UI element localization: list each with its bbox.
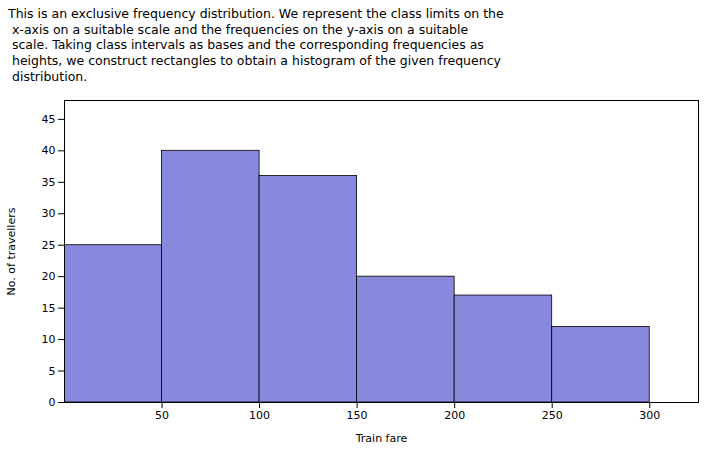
svg-text:100: 100 [249,409,270,422]
svg-text:50: 50 [155,409,169,422]
svg-text:30: 30 [42,207,56,220]
svg-text:300: 300 [639,409,660,422]
svg-text:10: 10 [42,333,56,346]
svg-text:Train fare: Train fare [355,432,408,445]
svg-text:45: 45 [42,113,56,126]
svg-text:No. of travellers: No. of travellers [5,207,18,295]
html-text:This is an exclusive frequency: This is an exclusive frequency distribut… [8,6,504,84]
svg-text:40: 40 [42,144,56,157]
svg-text:250: 250 [542,409,563,422]
svg-text:35: 35 [42,176,56,189]
svg-text:0: 0 [49,396,56,409]
svg-text:25: 25 [42,239,56,252]
svg-text:20: 20 [42,270,56,283]
svg-text:15: 15 [42,302,56,315]
svg-text:5: 5 [49,365,56,378]
svg-text:150: 150 [347,409,368,422]
svg-text:200: 200 [444,409,465,422]
